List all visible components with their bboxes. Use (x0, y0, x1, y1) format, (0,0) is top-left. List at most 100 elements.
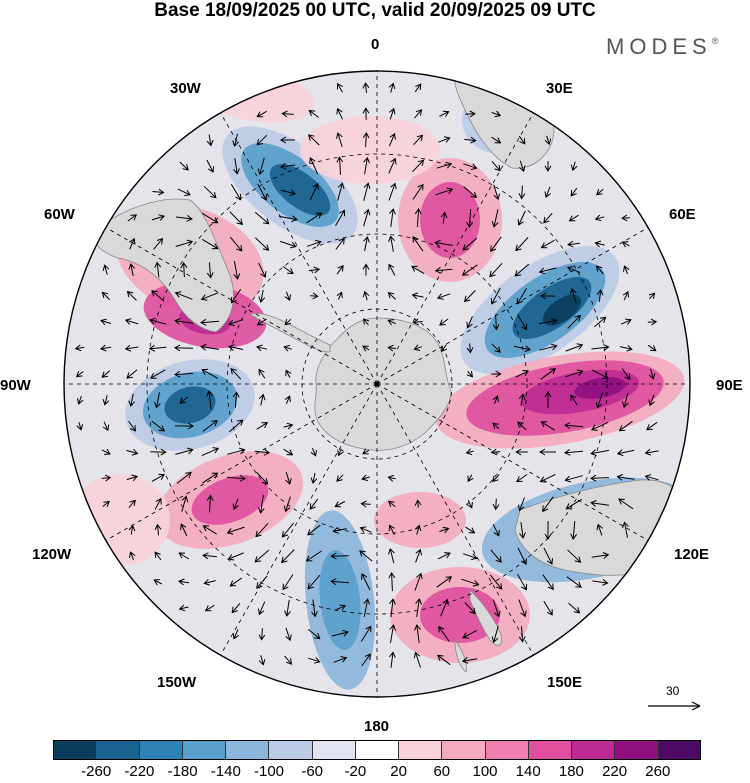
wind-arrow (595, 265, 604, 275)
wind-arrow (151, 290, 165, 302)
wind-arrow (413, 134, 424, 146)
wind-arrow (258, 628, 266, 641)
wind-arrow (440, 598, 449, 617)
wind-arrow (256, 110, 267, 118)
wind-arrow (206, 494, 214, 513)
wind-arrow (285, 471, 292, 485)
colorbar-tick-label: 60 (433, 763, 451, 780)
colorbar-tick-label: 260 (645, 763, 671, 780)
wind-arrow (281, 110, 294, 118)
wind-arrow (569, 287, 577, 304)
wind-arrow (232, 133, 239, 148)
wind-arrow (100, 318, 112, 326)
wind-arrow (359, 526, 372, 533)
lon-label-120w: 120W (32, 546, 72, 563)
wind-arrow (362, 290, 370, 301)
wind-arrow (258, 289, 266, 303)
wind-arrow (337, 448, 344, 457)
wind-arrow (622, 290, 630, 301)
wind-arrow (540, 421, 555, 431)
wind-arrow (388, 263, 396, 276)
wind-arrow (308, 266, 321, 274)
wind-arrow (279, 136, 296, 144)
meridian-line (216, 383, 378, 662)
wind-arrow (539, 292, 556, 300)
wind-arrow (180, 523, 188, 537)
antarctic-peninsula (249, 313, 331, 353)
wind-arrow (361, 573, 371, 591)
wind-arrow (128, 263, 136, 276)
wind-arrow (202, 238, 219, 250)
wind-arrow (254, 549, 270, 563)
wind-arrow (362, 318, 370, 326)
wind-arrow (567, 549, 582, 563)
wind-arrow (462, 629, 478, 639)
wind-arrow (124, 318, 139, 325)
wind-arrow (389, 107, 396, 120)
wind-arrow (336, 474, 344, 482)
wind-arrow (518, 626, 526, 643)
wind-arrow (283, 448, 294, 456)
wind-arrow (332, 527, 347, 534)
wind-arrow (336, 156, 344, 175)
anomaly-contour (191, 475, 269, 525)
wind-arrow (258, 368, 266, 379)
wind-arrow (76, 422, 84, 431)
wind-arrow (489, 574, 503, 590)
wind-arrow (126, 474, 139, 482)
wind-arrow (102, 264, 110, 275)
meridian-line (376, 223, 655, 385)
wind-arrow (363, 208, 371, 227)
wind-arrow (330, 552, 349, 560)
wind-arrow (619, 344, 633, 352)
wind-arrow (440, 211, 448, 224)
wind-arrow (564, 475, 583, 483)
wind-arrow (149, 369, 166, 379)
wind-arrow (256, 575, 268, 589)
wind-arrow (439, 318, 449, 326)
wind-arrow (570, 161, 578, 172)
wind-arrow (389, 624, 397, 643)
colorbar-swatch (226, 740, 270, 760)
lon-label-120e: 120E (674, 546, 710, 563)
wind-arrow (230, 184, 242, 201)
wind-arrow (516, 287, 528, 305)
wind-arrow (466, 343, 474, 354)
wind-arrow (336, 107, 343, 120)
wind-arrow (517, 314, 528, 331)
wind-arrow (492, 422, 500, 430)
wind-arrow (154, 392, 161, 409)
colorbar-swatch (182, 740, 227, 760)
wind-arrow (436, 293, 451, 300)
latitude-circle (226, 233, 528, 535)
wind-arrow (363, 182, 371, 201)
meridian-line (99, 223, 378, 385)
graticule (64, 71, 690, 697)
wind-arrow (336, 82, 343, 93)
colorbar-swatch (572, 740, 616, 760)
wind-arrow (101, 370, 111, 378)
wind-arrow (178, 578, 190, 586)
wind-arrow (363, 156, 370, 175)
wind-arrow (258, 655, 266, 666)
wind-arrow (413, 344, 422, 351)
wind-arrow (415, 548, 422, 563)
wind-arrow (154, 551, 162, 561)
lon-label-30e: 30E (546, 80, 573, 97)
wind-arrow (256, 344, 268, 352)
wind-arrow (492, 395, 499, 404)
wind-arrow (489, 262, 503, 278)
wind-arrow (181, 495, 189, 512)
wind-arrow (518, 393, 526, 406)
wind-arrow (127, 214, 137, 222)
wind-arrow (362, 345, 370, 352)
wind-arrow (226, 474, 246, 482)
wind-arrow (466, 370, 474, 378)
wind-arrow (414, 524, 422, 535)
wind-arrow (309, 498, 319, 510)
wind-arrow (280, 189, 297, 196)
wind-arrow (128, 524, 136, 535)
wind-arrow (517, 210, 526, 226)
wind-arrow (203, 578, 216, 586)
